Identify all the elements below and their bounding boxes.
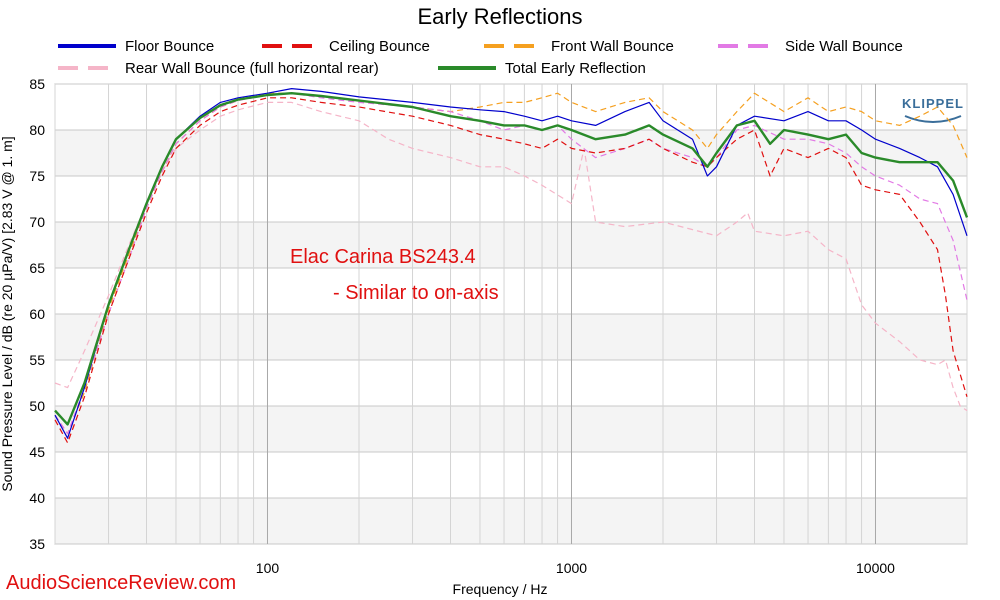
y-tick-label: 55 <box>29 352 45 368</box>
legend: Floor Bounce Ceiling Bounce Front Wall Bou… <box>58 38 903 77</box>
plot-band <box>55 222 967 268</box>
plot-bands <box>55 130 967 544</box>
y-tick-label: 85 <box>29 76 45 92</box>
annotation-model: Elac Carina BS243.4 <box>290 246 476 268</box>
grid-lines <box>54 83 968 545</box>
watermark: AudioScienceReview.com <box>6 572 236 594</box>
chart-title: Early Reflections <box>417 4 582 29</box>
plot-band <box>55 406 967 452</box>
klippel-logo-text: KLIPPEL <box>902 96 964 111</box>
legend-label-side-wall-bounce: Side Wall Bounce <box>785 38 903 55</box>
legend-label-front-wall-bounce: Front Wall Bounce <box>551 38 674 55</box>
x-tick-label: 100 <box>256 560 280 576</box>
y-tick-label: 60 <box>29 306 45 322</box>
series-lines <box>54 88 969 444</box>
annotation-note: - Similar to on-axis <box>333 282 499 304</box>
x-tick-label: 10000 <box>856 560 895 576</box>
y-tick-label: 75 <box>29 168 45 184</box>
y-tick-label: 50 <box>29 398 45 414</box>
y-tick-label: 35 <box>29 536 45 552</box>
y-tick-label: 70 <box>29 214 45 230</box>
legend-label-rear-wall-bounce-full-horizontal-rear: Rear Wall Bounce (full horizontal rear) <box>125 60 379 77</box>
legend-label-total-early-reflection: Total Early Reflection <box>505 60 646 77</box>
y-tick-label: 45 <box>29 444 45 460</box>
y-axis-label: Sound Pressure Level / dB (re 20 µPa/V) … <box>0 136 15 491</box>
plot-band <box>55 314 967 360</box>
series-line-ceiling-bounce <box>54 97 968 444</box>
x-axis-label: Frequency / Hz <box>453 581 548 597</box>
series-line-total-early-reflection <box>54 92 969 426</box>
plot-band <box>55 498 967 544</box>
x-tick-label: 1000 <box>556 560 587 576</box>
y-tick-label: 80 <box>29 122 45 138</box>
legend-label-floor-bounce: Floor Bounce <box>125 38 214 55</box>
legend-label-ceiling-bounce: Ceiling Bounce <box>329 38 430 55</box>
y-axis-ticks: 35 40 45 50 55 60 65 70 75 80 85 <box>29 76 45 552</box>
y-tick-label: 65 <box>29 260 45 276</box>
y-tick-label: 40 <box>29 490 45 506</box>
klippel-logo: KLIPPEL <box>902 96 964 123</box>
x-axis-ticks: 100 1000 10000 <box>256 560 895 576</box>
plot-band <box>55 130 967 176</box>
